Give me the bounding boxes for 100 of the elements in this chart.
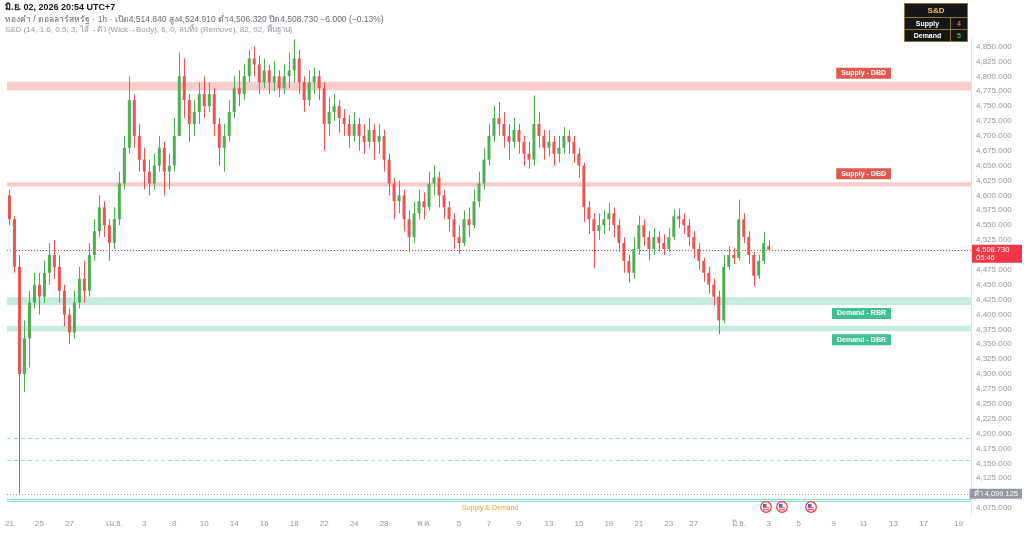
candlestick: [307, 69, 311, 107]
y-tick-label: 4,325.000: [976, 354, 1013, 364]
candlestick: [277, 69, 281, 98]
candlestick: [522, 135, 526, 167]
x-tick-label: 16: [259, 519, 270, 528]
candlestick: [317, 69, 321, 101]
y-tick-label: 4,550.000: [976, 220, 1013, 230]
y-tick-label: 4,075.000: [976, 503, 1013, 513]
x-tick-label: 9: [516, 519, 522, 528]
candlestick: [672, 208, 676, 241]
candlestick: [407, 209, 411, 253]
candlestick: [382, 129, 386, 173]
candlestick: [107, 218, 111, 262]
candlestick: [237, 69, 241, 107]
candlestick: [217, 117, 221, 167]
y-tick-label: 4,825.000: [976, 56, 1013, 66]
y-tick-label: 4,850.000: [976, 41, 1013, 51]
candlestick: [372, 123, 376, 161]
candlestick: [447, 200, 451, 232]
candlestick: [152, 153, 156, 190]
candlestick: [82, 260, 86, 304]
candlestick: [42, 260, 46, 304]
y-tick-label: 4,150.000: [976, 458, 1013, 468]
candlestick: [222, 123, 226, 173]
x-tick-label: 3: [142, 519, 148, 528]
x-tick-label: 15: [574, 519, 584, 528]
candlestick: [627, 254, 631, 283]
candlestick: [267, 63, 271, 95]
candlestick: [457, 224, 461, 255]
candlestick: [92, 218, 96, 262]
x-tick-label: 14: [229, 519, 240, 528]
candlestick: [207, 81, 211, 113]
y-tick-label: 4,525.000: [976, 235, 1013, 245]
x-tick-label: 24: [349, 519, 360, 528]
candlestick: [362, 123, 366, 155]
candlestick: [632, 236, 636, 280]
candlestick: [327, 96, 331, 137]
candlestick: [37, 272, 41, 316]
candlestick: [422, 191, 426, 220]
candlestick: [57, 254, 61, 304]
candlestick: [597, 212, 601, 241]
candlestick: [297, 49, 301, 95]
candlestick: [392, 177, 396, 220]
y-tick-label: 4,450.000: [976, 279, 1013, 289]
candlestick: [642, 218, 646, 247]
x-tick-label: 13: [544, 519, 554, 528]
candlestick: [747, 230, 751, 265]
candlestick: [302, 75, 306, 113]
candlestick: [507, 123, 511, 161]
candlestick: [427, 171, 431, 211]
y-tick-label: 4,625.000: [976, 175, 1013, 185]
y-tick-label: 4,800.000: [976, 71, 1013, 81]
candlestick: [727, 245, 731, 271]
candlestick: [287, 51, 291, 89]
candlestick: [452, 212, 456, 250]
x-tick-label: 8: [172, 519, 178, 528]
y-tick-label: 4,400.000: [976, 309, 1013, 319]
x-tick-label: 19: [604, 519, 614, 528]
candlestick: [467, 206, 471, 238]
x-tick-label: 17: [919, 519, 929, 528]
y-tick-label: 4,750.000: [976, 101, 1013, 111]
candlestick: [377, 123, 381, 155]
candlestick: [347, 114, 351, 149]
candlestick: [572, 135, 576, 164]
candlestick: [652, 227, 656, 256]
candlestick: [397, 180, 401, 214]
candlestick: [577, 147, 581, 179]
candlestick: [97, 194, 101, 238]
x-tick-label: 5: [796, 519, 802, 528]
x-tick-label: 27: [689, 519, 699, 528]
candlestick: [647, 230, 651, 261]
candlestick: [607, 202, 611, 232]
candlestick: [712, 278, 716, 307]
candlestick: [387, 153, 391, 196]
candlestick: [657, 230, 661, 253]
y-tick-label: 4,675.000: [976, 145, 1013, 155]
candlestick: [352, 111, 356, 143]
y-tick-label: 4,650.000: [976, 160, 1013, 170]
candlestick: [197, 81, 201, 125]
candlestick: [487, 123, 491, 167]
candlestick: [602, 209, 606, 235]
candlestick: [757, 254, 761, 280]
y-tick-label: 4,300.000: [976, 369, 1013, 379]
x-tick-label: 18: [289, 519, 300, 528]
candlestick: [282, 63, 286, 95]
candlestick: [497, 101, 501, 137]
candlestick: [157, 135, 161, 173]
y-tick-label: 4,200.000: [976, 428, 1013, 438]
candlestick: [517, 123, 521, 155]
candlestick: [47, 242, 51, 286]
candlestick: [442, 188, 446, 220]
candlestick: [357, 117, 361, 152]
candlestick: [32, 272, 36, 310]
candlestick: [262, 57, 266, 89]
candlestick: [502, 111, 506, 149]
y-tick-label: 4,700.000: [976, 131, 1013, 141]
candlestick: [622, 236, 626, 274]
candlestick: [257, 54, 261, 95]
candlestick: [147, 159, 151, 196]
candlestick: [527, 141, 531, 170]
